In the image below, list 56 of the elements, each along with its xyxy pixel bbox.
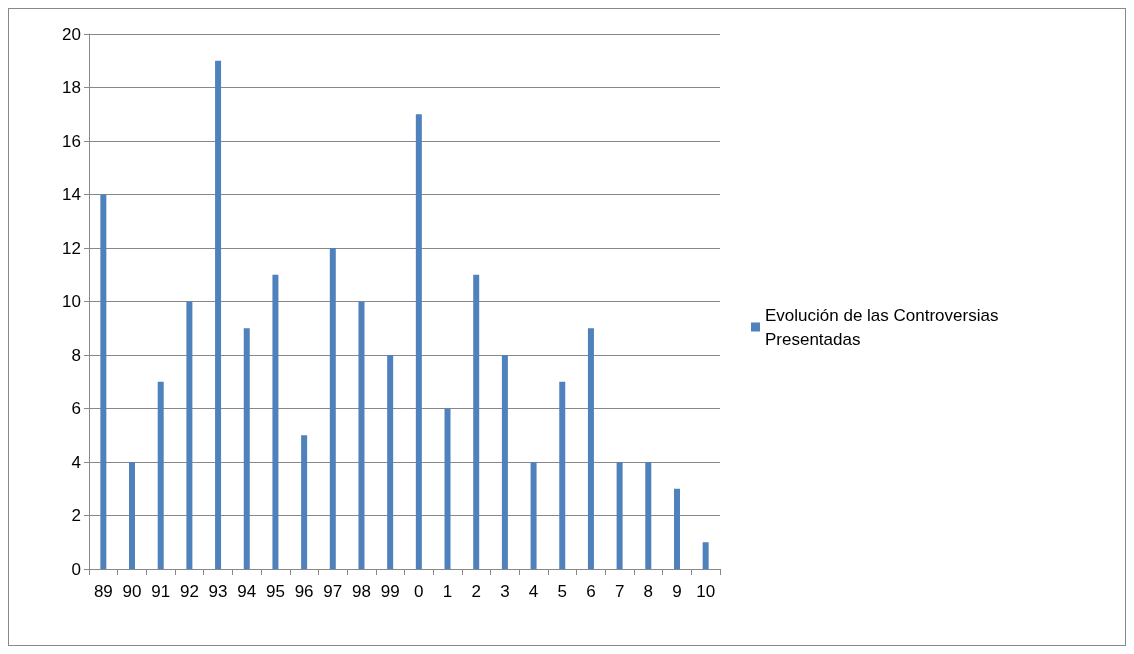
bar <box>444 408 451 569</box>
y-tick-label: 20 <box>62 24 81 44</box>
x-tick-label: 2 <box>471 582 481 601</box>
bar <box>215 60 222 569</box>
x-tick-label: 89 <box>93 582 113 601</box>
x-tick-label: 93 <box>208 582 228 601</box>
bar <box>358 301 365 569</box>
bar <box>673 488 680 569</box>
x-tick-label: 91 <box>151 582 171 601</box>
bar <box>157 381 164 569</box>
x-tick-label: 92 <box>179 582 199 601</box>
x-tick-label: 97 <box>323 582 343 601</box>
x-tick-label: 95 <box>265 582 285 601</box>
legend-label: Evolución de las Controversias Presentadas <box>765 305 1004 349</box>
x-tick-label: 98 <box>352 582 371 601</box>
bar <box>329 248 336 569</box>
x-tick-label: 90 <box>122 582 142 601</box>
x-tick-label: 10 <box>696 582 716 601</box>
y-tick-label: 18 <box>62 78 81 97</box>
bar <box>702 542 709 569</box>
y-tick-label: 2 <box>71 506 81 525</box>
y-tick-label: 16 <box>62 131 81 151</box>
bar <box>415 114 422 569</box>
y-tick-label: 4 <box>71 452 81 472</box>
bar <box>387 355 394 569</box>
x-tick-label: 96 <box>294 582 314 601</box>
bar <box>100 194 107 569</box>
bar <box>616 462 623 569</box>
y-tick-label: 0 <box>71 559 81 579</box>
bar <box>530 462 537 569</box>
x-tick-label: 9 <box>672 582 682 601</box>
bar <box>473 274 480 569</box>
x-tick-label: 4 <box>528 582 539 601</box>
y-tick-label: 10 <box>62 292 81 311</box>
bar <box>501 355 508 569</box>
bar <box>186 301 193 569</box>
x-tick-label: 0 <box>414 582 424 601</box>
bar <box>129 462 136 569</box>
y-tick-label: 14 <box>62 185 81 204</box>
bar <box>272 274 279 569</box>
x-tick-label: 3 <box>500 582 510 601</box>
x-tick-label: 6 <box>586 582 596 601</box>
y-tick-label: 8 <box>71 345 81 365</box>
x-tick-label: 99 <box>380 582 400 601</box>
y-tick-label: 12 <box>62 238 81 258</box>
bar <box>587 328 594 569</box>
bar <box>645 462 652 569</box>
x-tick-label: 94 <box>237 582 257 601</box>
bar <box>559 381 566 569</box>
x-tick-label: 8 <box>643 582 654 601</box>
y-tick-label: 6 <box>71 399 81 418</box>
bar <box>243 328 250 569</box>
x-tick-label: 7 <box>614 582 625 601</box>
bar <box>301 435 308 569</box>
x-tick-label: 5 <box>557 582 567 601</box>
x-tick-label: 1 <box>442 582 453 601</box>
